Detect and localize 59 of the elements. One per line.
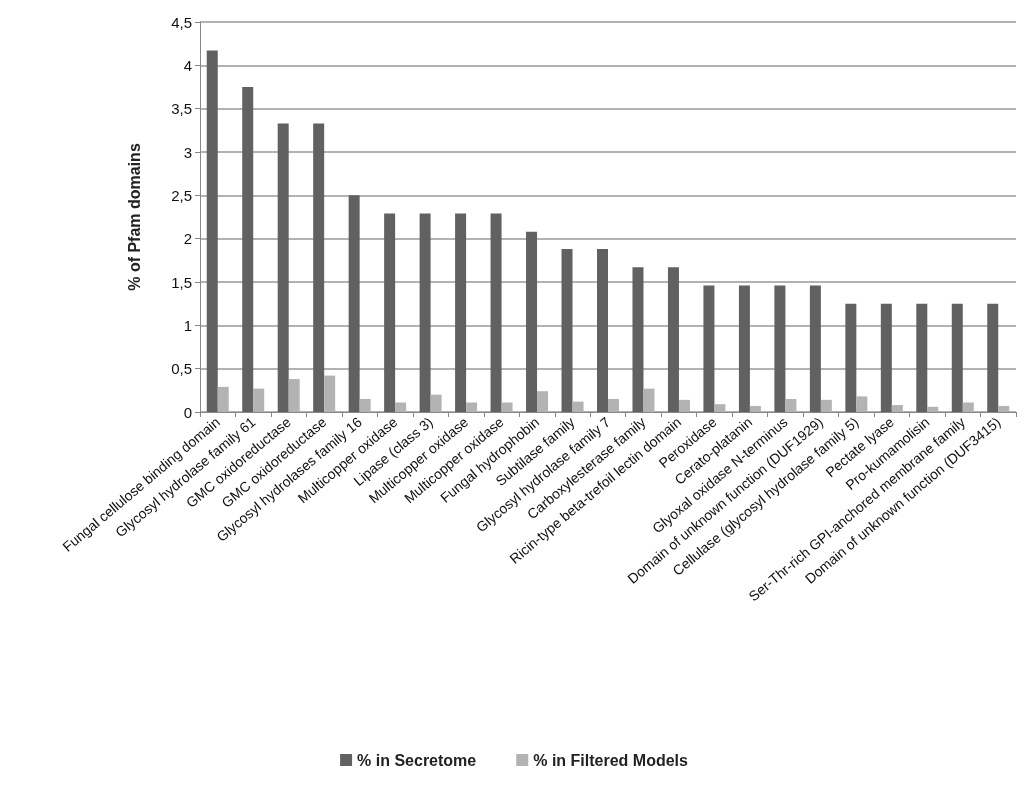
bar <box>951 303 963 412</box>
bar <box>856 396 868 412</box>
bar <box>490 213 502 412</box>
bar <box>572 401 584 412</box>
bar <box>820 399 832 412</box>
bar <box>998 405 1010 412</box>
legend-label: % in Filtered Models <box>533 751 689 769</box>
bar <box>880 303 892 412</box>
bar <box>419 213 431 412</box>
bar <box>242 87 254 412</box>
bar <box>632 267 644 412</box>
bar <box>667 267 679 412</box>
y-tick-label: 4 <box>183 56 192 74</box>
y-tick-label: 1,5 <box>171 273 192 291</box>
y-tick-label: 1 <box>183 316 192 334</box>
bar <box>987 303 999 412</box>
bar <box>288 379 300 412</box>
y-tick-label: 4,5 <box>171 13 192 31</box>
y-tick-label: 3 <box>183 143 192 161</box>
bar <box>714 404 726 412</box>
bar <box>384 213 396 412</box>
y-axis-title: % of Pfam domains <box>125 143 143 291</box>
bar <box>253 388 265 412</box>
y-tick-label: 2 <box>183 230 192 248</box>
bar <box>348 195 360 412</box>
bar <box>455 213 467 412</box>
bar <box>466 402 478 412</box>
bar <box>206 50 218 412</box>
bar <box>537 391 549 412</box>
y-tick-label: 2,5 <box>171 186 192 204</box>
bar <box>359 399 371 412</box>
bar <box>395 402 407 412</box>
bar <box>785 399 797 412</box>
bar <box>597 249 608 412</box>
bar <box>277 123 289 412</box>
bar <box>738 285 750 412</box>
bar <box>526 231 538 412</box>
bar <box>962 402 974 412</box>
bar <box>891 405 903 412</box>
bar <box>774 285 786 412</box>
bar <box>845 303 857 412</box>
bar <box>608 399 619 412</box>
bar <box>501 402 513 412</box>
bar <box>809 285 821 412</box>
y-tick-label: 3,5 <box>171 100 192 118</box>
y-tick-label: 0,5 <box>171 360 192 378</box>
bar <box>561 249 573 412</box>
bar <box>217 386 229 412</box>
bar <box>916 303 928 412</box>
bar <box>678 399 690 412</box>
legend-label: % in Secretome <box>357 751 477 769</box>
bar <box>313 123 325 412</box>
bar <box>430 394 442 412</box>
bar <box>927 406 939 412</box>
bar <box>749 405 761 412</box>
bar <box>324 375 336 412</box>
y-tick-label: 0 <box>183 403 192 421</box>
bar <box>643 388 655 412</box>
bar <box>703 285 715 412</box>
